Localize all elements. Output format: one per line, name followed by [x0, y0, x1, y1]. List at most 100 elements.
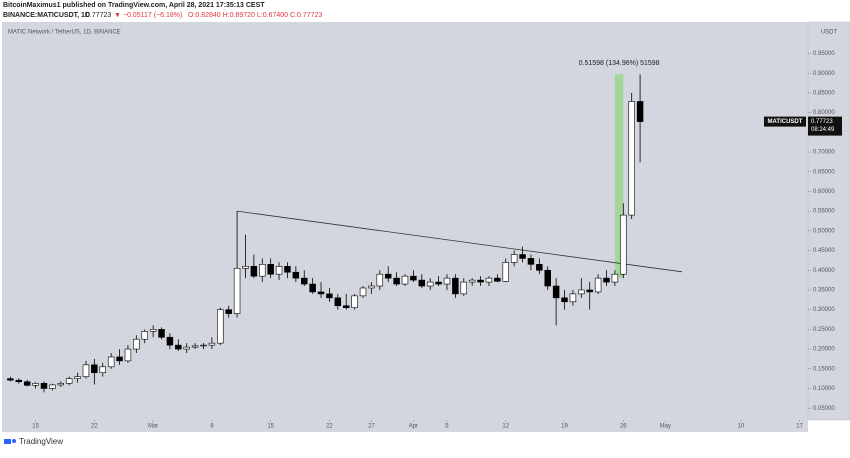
price-axis — [807, 21, 850, 421]
x-tick-label: 19 — [561, 424, 568, 430]
x-tick-label: Mar — [148, 424, 158, 430]
candle-body — [477, 279, 484, 283]
x-tick-label: 26 — [620, 424, 627, 430]
candle-body — [183, 346, 190, 350]
candle-body — [410, 275, 417, 281]
candle-body — [242, 266, 249, 269]
y-tick-label: 0.45000 — [813, 248, 835, 254]
candle-body — [259, 264, 266, 277]
candle-body — [376, 273, 384, 287]
candle-body — [368, 285, 375, 289]
chart-title: MATIC Network / TetherUS, 1D, BINANCE — [8, 30, 121, 36]
candle-body — [65, 378, 73, 384]
time-axis — [2, 420, 808, 432]
x-tick-label: Apr — [409, 424, 418, 430]
x-tick-label: 10 — [737, 424, 744, 430]
symbol: BINANCE:MATICUSDT, 1D — [3, 12, 90, 19]
candle-body — [57, 383, 65, 386]
candle-body — [32, 383, 39, 386]
candle-body — [141, 331, 148, 340]
candle-body — [208, 342, 216, 346]
candle-body — [40, 383, 48, 389]
y-tick-label: 0.60000 — [813, 189, 835, 195]
candle-body — [510, 254, 518, 263]
candle-body — [74, 376, 81, 379]
y-tick-label: 0.50000 — [813, 228, 835, 234]
x-tick-label: May — [660, 424, 671, 430]
candle-body — [359, 287, 367, 297]
candle-body — [342, 305, 350, 308]
last-price-box — [808, 116, 842, 136]
candle-body — [200, 344, 207, 347]
candle-body — [107, 356, 115, 368]
x-tick-label: 8 — [210, 424, 214, 430]
y-tick-label: 0.15000 — [813, 366, 835, 372]
x-tick-label: 22 — [326, 424, 333, 430]
candle-body — [636, 101, 644, 122]
y-tick-label: 0.30000 — [813, 307, 835, 313]
measure-range — [614, 74, 624, 278]
candle-body — [91, 364, 98, 374]
candle-body — [225, 309, 232, 314]
logo-shape — [4, 439, 11, 444]
candle-body — [334, 297, 342, 307]
x-tick-label: 22 — [91, 424, 98, 430]
candle-body — [452, 277, 459, 295]
candle-body — [443, 277, 451, 285]
candle-body — [569, 293, 577, 303]
candle-body — [578, 289, 585, 295]
candle-body — [99, 366, 106, 374]
candle-body — [628, 101, 635, 216]
candle-body — [116, 356, 123, 362]
x-tick-label: 17 — [796, 424, 803, 430]
y-tick-label: 0.95000 — [813, 51, 835, 57]
ohlc: O:0.82840 H:0.89720 L:0.67400 C:0.77723 — [188, 12, 322, 19]
change: ▼ −0.05117 (−6.18%) — [114, 12, 182, 19]
trendline — [237, 210, 683, 273]
candle-body — [586, 289, 593, 293]
candle-body — [384, 273, 392, 279]
y-tick-label: 0.65000 — [813, 169, 835, 175]
candle-body — [485, 277, 493, 283]
x-tick-label: 15 — [32, 424, 39, 430]
candle-body — [393, 277, 400, 285]
candle-body — [460, 281, 468, 295]
y-tick-label: 0.20000 — [813, 347, 835, 353]
candle-body — [426, 281, 434, 287]
candle-body — [166, 336, 174, 346]
countdown: 08:24:49 — [811, 127, 835, 133]
y-tick-label: 0.80000 — [813, 110, 835, 116]
y-tick-label: 0.10000 — [813, 386, 835, 392]
candle-body — [536, 264, 543, 271]
candle-body — [309, 283, 316, 293]
last-value: 0.77723 — [86, 12, 111, 19]
candle-body — [124, 348, 132, 362]
candle-body — [552, 285, 560, 299]
brand-logo — [4, 439, 16, 444]
candle-body — [175, 344, 182, 350]
candle-body — [401, 275, 409, 285]
x-tick-label: 12 — [502, 424, 509, 430]
candle-body — [620, 214, 627, 275]
series-name: MATICUSDT — [768, 119, 803, 125]
brand: TradingView — [19, 437, 63, 446]
candle-body — [435, 281, 442, 285]
x-tick-label: 27 — [368, 424, 375, 430]
candle-body — [82, 364, 90, 377]
candle-body — [292, 271, 300, 279]
candle-body — [23, 381, 31, 386]
candle-body — [284, 266, 291, 273]
candle-body — [301, 277, 308, 285]
candle-body — [15, 379, 23, 383]
candle-body — [418, 279, 426, 287]
candle-body — [519, 254, 526, 259]
candle-body — [326, 293, 333, 299]
y-tick-label: 0.05000 — [813, 406, 835, 412]
candle-body — [603, 277, 610, 283]
y-axis-label: USDT — [821, 30, 838, 36]
candle-body — [158, 329, 165, 338]
candle-body — [250, 266, 258, 277]
candle-body — [502, 262, 509, 282]
candle-body — [544, 269, 551, 287]
